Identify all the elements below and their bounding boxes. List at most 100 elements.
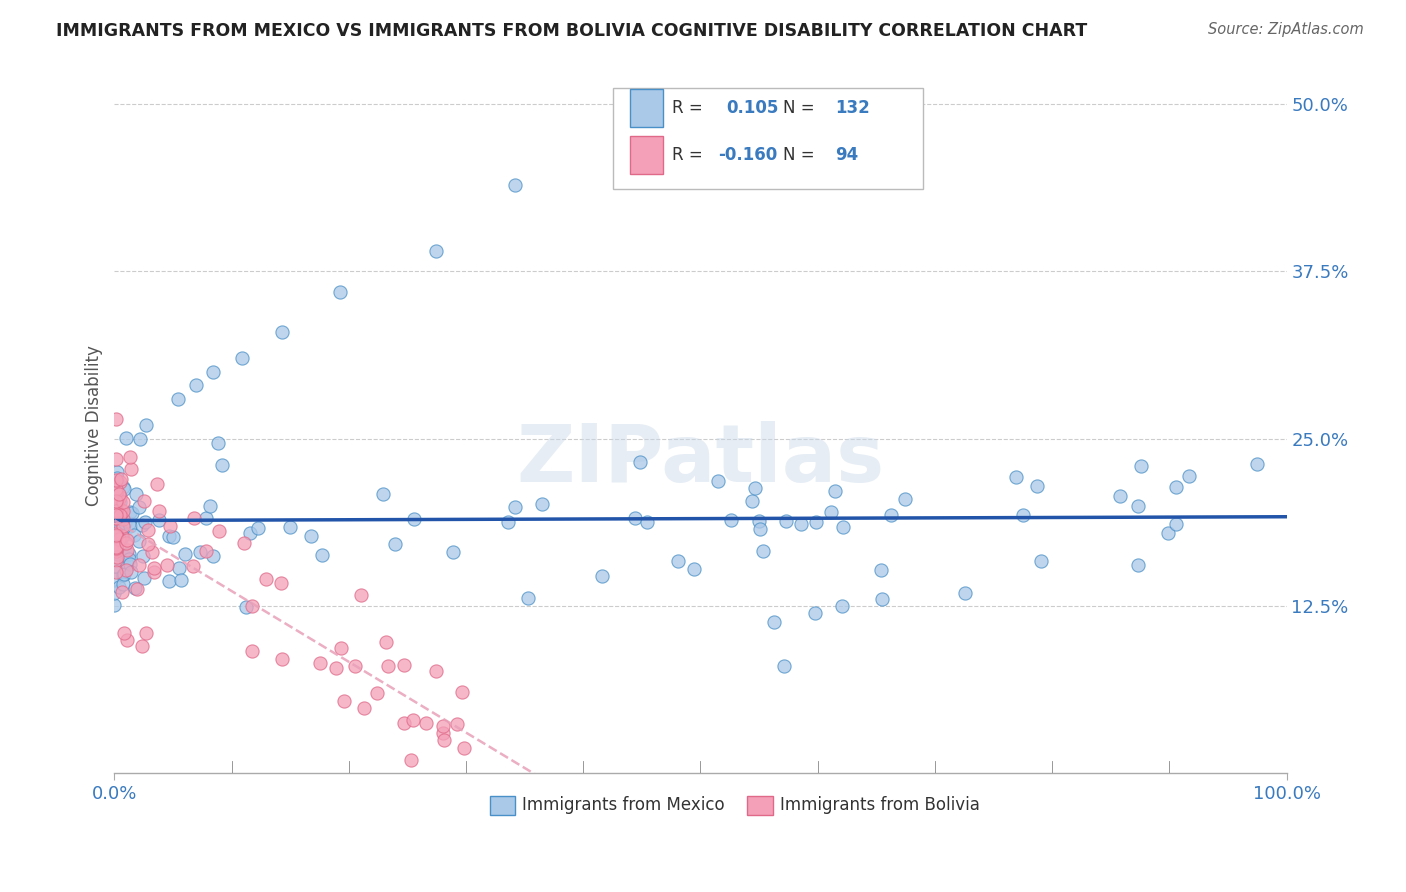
Point <box>156 558 179 573</box>
Point <box>110 495 132 509</box>
Point <box>953 585 976 599</box>
Point <box>775 514 797 528</box>
Point <box>377 659 399 673</box>
Point <box>112 495 135 509</box>
Bar <box>489 796 515 815</box>
Point <box>107 533 129 547</box>
Point <box>136 536 159 550</box>
Point <box>392 658 415 673</box>
Point <box>832 520 855 534</box>
Point <box>208 524 231 538</box>
Point <box>104 508 127 522</box>
Point <box>104 526 127 541</box>
Point <box>790 516 813 531</box>
Point <box>111 568 134 582</box>
Point <box>104 483 127 498</box>
Point <box>132 549 155 563</box>
Point <box>120 565 142 579</box>
Point <box>115 547 138 561</box>
Point <box>141 545 163 559</box>
Point <box>415 715 437 730</box>
Text: R =: R = <box>672 99 709 117</box>
Point <box>104 544 127 558</box>
Point <box>278 520 301 534</box>
Point <box>108 487 131 501</box>
Point <box>135 418 157 433</box>
Point <box>104 510 127 524</box>
Point <box>104 494 127 508</box>
Point <box>666 554 689 568</box>
Point <box>120 462 142 476</box>
Point <box>104 504 127 518</box>
Point <box>399 753 422 767</box>
Point <box>311 549 333 563</box>
Point <box>112 511 135 525</box>
Point <box>1177 469 1199 483</box>
Text: N =: N = <box>783 146 820 164</box>
Point <box>752 543 775 558</box>
Point <box>720 513 742 527</box>
Text: ZIPatlas: ZIPatlas <box>516 421 884 500</box>
Point <box>195 510 218 524</box>
Point <box>110 475 132 489</box>
Point <box>104 411 127 425</box>
Point <box>1126 558 1149 572</box>
Point <box>309 656 332 670</box>
Point <box>325 661 347 675</box>
Point <box>105 541 128 556</box>
Point <box>105 473 128 487</box>
Point <box>450 685 472 699</box>
Point <box>115 563 138 577</box>
Point <box>148 513 170 527</box>
Point <box>124 581 146 595</box>
Point <box>103 501 125 516</box>
Text: Immigrants from Bolivia: Immigrants from Bolivia <box>780 797 980 814</box>
Point <box>104 494 127 508</box>
Point <box>402 713 425 727</box>
Point <box>271 652 294 666</box>
Point <box>129 432 152 446</box>
Text: N =: N = <box>783 99 820 117</box>
Point <box>1164 516 1187 531</box>
Point <box>880 508 903 522</box>
Point <box>104 572 127 586</box>
Point <box>111 519 134 533</box>
Point <box>143 561 166 575</box>
Point <box>240 644 263 658</box>
Point <box>207 436 229 450</box>
Point <box>131 639 153 653</box>
Point <box>107 580 129 594</box>
Point <box>114 516 136 531</box>
Point <box>146 476 169 491</box>
Point <box>707 474 730 488</box>
Point <box>211 458 233 472</box>
Point <box>128 534 150 549</box>
Point <box>375 635 398 649</box>
Y-axis label: Cognitive Disability: Cognitive Disability <box>86 345 103 506</box>
Point <box>118 519 141 533</box>
Point <box>112 566 135 581</box>
Point <box>453 741 475 756</box>
Point <box>636 515 658 529</box>
Point <box>371 487 394 501</box>
Point <box>762 615 785 629</box>
Point <box>105 465 128 479</box>
Point <box>110 472 132 486</box>
Point <box>104 541 127 556</box>
Point <box>131 518 153 533</box>
Point <box>366 686 388 700</box>
Point <box>105 511 128 525</box>
Point <box>104 552 127 566</box>
Point <box>110 532 132 546</box>
Point <box>683 562 706 576</box>
Point <box>744 481 766 495</box>
Point <box>446 717 468 731</box>
Point <box>329 285 352 299</box>
Point <box>157 574 180 588</box>
Point <box>174 547 197 561</box>
Point <box>1012 508 1035 522</box>
Text: Source: ZipAtlas.com: Source: ZipAtlas.com <box>1208 22 1364 37</box>
Point <box>105 485 128 500</box>
Text: 132: 132 <box>835 99 870 117</box>
Point <box>136 523 159 537</box>
